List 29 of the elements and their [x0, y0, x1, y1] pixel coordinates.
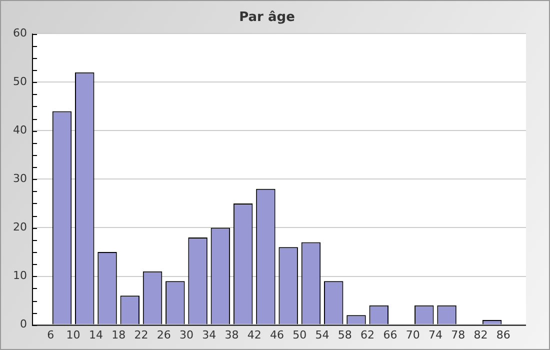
x-tick-label: 62: [360, 328, 375, 342]
x-tick-label: 26: [156, 328, 171, 342]
x-tick-label: 42: [247, 328, 262, 342]
x-tick-label: 10: [66, 328, 80, 342]
x-tick-label: 54: [315, 328, 330, 342]
y-tick-label: 30: [12, 172, 27, 186]
x-tick-label: 38: [224, 328, 239, 342]
x-tick-label: 18: [112, 328, 126, 342]
y-tick-label: 60: [12, 26, 27, 40]
x-tick-label: 50: [292, 328, 307, 342]
x-tick-label: 14: [88, 328, 103, 342]
x-tick-label: 34: [202, 328, 216, 342]
y-tick-label: 50: [12, 74, 27, 88]
y-tick-label: 40: [12, 124, 27, 137]
y-tick-label: 10: [12, 269, 27, 282]
chart-title: Par âge: [239, 10, 296, 26]
x-tick-label: 74: [428, 328, 442, 342]
x-tick-label: 86: [496, 328, 510, 342]
x-tick-label: 30: [179, 328, 194, 342]
x-tick-label: 66: [383, 328, 398, 342]
x-tick-label: 46: [270, 328, 284, 342]
x-tick-label: 82: [474, 328, 488, 342]
x-tick-label: 6: [47, 328, 54, 342]
x-tick-label: 58: [338, 328, 352, 342]
x-tick-label: 70: [406, 328, 420, 342]
x-tick-label: 22: [134, 328, 148, 342]
y-tick-label: 0: [20, 318, 27, 331]
x-tick-label: 78: [451, 328, 466, 342]
y-tick-label: 20: [12, 220, 27, 234]
